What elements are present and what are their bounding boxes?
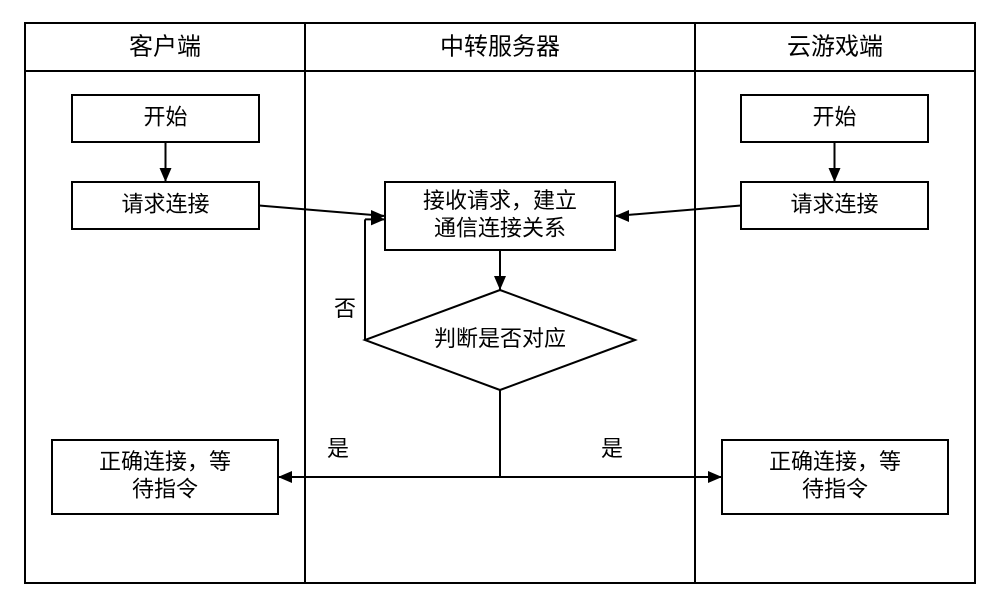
svg-text:正确连接，等: 正确连接，等 xyxy=(99,449,231,474)
svg-text:请求连接: 请求连接 xyxy=(790,191,878,216)
svg-text:开始: 开始 xyxy=(143,104,187,129)
node-client_start: 开始 xyxy=(72,95,259,142)
node-cloud_start: 开始 xyxy=(741,95,928,142)
node-relay_receive: 接收请求，建立通信连接关系 xyxy=(385,182,615,250)
lane-header-relay: 中转服务器 xyxy=(440,33,560,60)
lane-header-cloud: 云游戏端 xyxy=(787,33,883,60)
node-cloud_ok: 正确连接，等待指令 xyxy=(722,440,948,514)
edge-label: 是 xyxy=(601,436,623,461)
svg-text:待指令: 待指令 xyxy=(802,477,868,502)
svg-text:正确连接，等: 正确连接，等 xyxy=(769,449,901,474)
lane-header-client: 客户端 xyxy=(129,33,201,60)
node-relay_decide: 判断是否对应 xyxy=(365,290,635,390)
svg-text:请求连接: 请求连接 xyxy=(121,191,209,216)
svg-text:接收请求，建立: 接收请求，建立 xyxy=(423,188,577,213)
node-client_ok: 正确连接，等待指令 xyxy=(52,440,278,514)
svg-text:待指令: 待指令 xyxy=(132,477,198,502)
svg-text:判断是否对应: 判断是否对应 xyxy=(434,326,566,351)
edge-label: 否 xyxy=(334,296,356,321)
svg-text:通信连接关系: 通信连接关系 xyxy=(434,216,566,241)
svg-text:开始: 开始 xyxy=(812,104,856,129)
node-client_request: 请求连接 xyxy=(72,182,259,229)
edge-label: 是 xyxy=(327,436,349,461)
node-cloud_request: 请求连接 xyxy=(741,182,928,229)
